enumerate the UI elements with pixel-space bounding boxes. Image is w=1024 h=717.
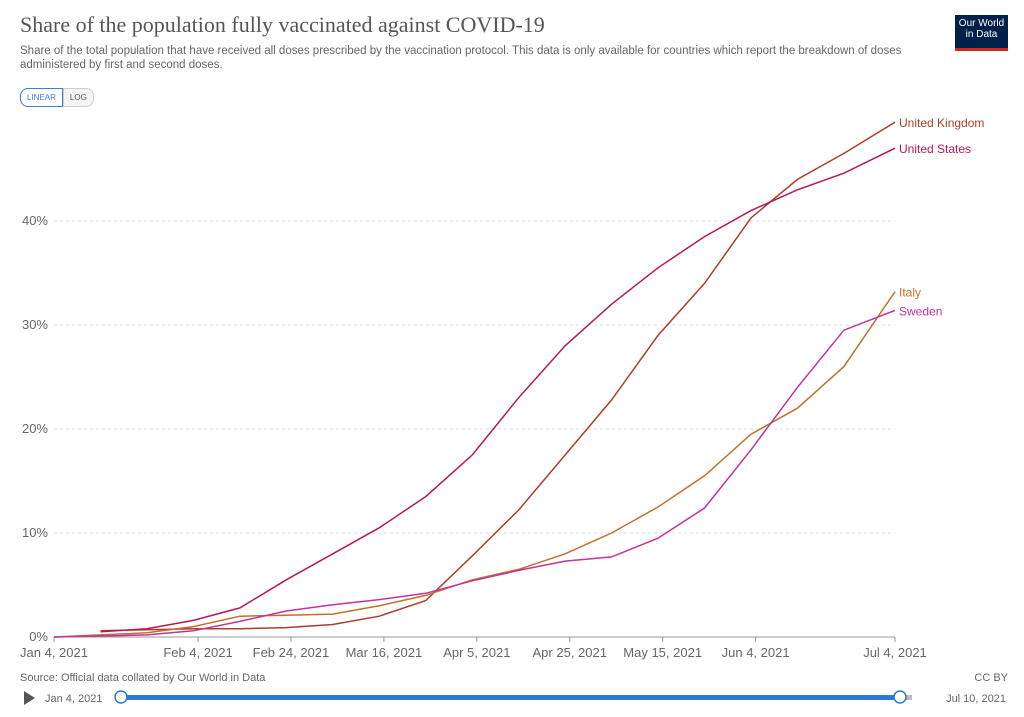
x-tick-label: Jul 4, 2021: [863, 645, 927, 660]
source: Source: Official data collated by Our Wo…: [20, 672, 266, 684]
series-line: [100, 147, 896, 633]
y-tick-label: 30%: [22, 317, 48, 332]
y-tick-label: 10%: [22, 525, 48, 540]
y-tick-label: 20%: [22, 421, 48, 436]
timeline-handle[interactable]: [893, 690, 907, 704]
x-tick-label: Apr 25, 2021: [533, 645, 607, 660]
x-tick-label: Apr 5, 2021: [443, 645, 510, 660]
x-tick-label: Jan 4, 2021: [20, 645, 88, 660]
scale-toggle: LINEAR LOG: [20, 88, 94, 107]
series-line: [53, 309, 896, 638]
x-tick-label: Mar 16, 2021: [346, 645, 423, 660]
chart-subtitle: Share of the total population that have …: [20, 45, 902, 71]
y-tick-label: 40%: [22, 213, 48, 228]
series-label: United Kingdom: [899, 116, 984, 130]
timeline-track[interactable]: [120, 695, 900, 700]
x-tick-label: Feb 4, 2021: [163, 645, 232, 660]
license[interactable]: CC BY: [974, 672, 1008, 684]
log-button[interactable]: LOG: [62, 88, 94, 107]
series-line: [100, 121, 896, 632]
series-label: United States: [899, 142, 971, 156]
x-tick-label: Feb 24, 2021: [253, 645, 330, 660]
y-tick-label: 0%: [29, 629, 48, 644]
chart-title: Share of the population fully vaccinated…: [20, 12, 545, 37]
play-button[interactable]: [24, 691, 35, 705]
x-tick-label: Jun 4, 2021: [722, 645, 790, 660]
timeline-end: Jul 10, 2021: [946, 693, 1006, 705]
logo-line: in Data: [965, 29, 998, 40]
series-label: Italy: [899, 286, 921, 300]
linear-button[interactable]: LINEAR: [20, 88, 63, 107]
logo[interactable]: Our World in Data: [955, 15, 1008, 51]
timeline-handle[interactable]: [114, 690, 128, 704]
logo-line: Our World: [958, 18, 1005, 29]
series-line: [53, 291, 896, 638]
series-label: Sweden: [899, 304, 942, 318]
timeline-start: Jan 4, 2021: [45, 693, 103, 705]
x-tick-label: May 15, 2021: [623, 645, 702, 660]
